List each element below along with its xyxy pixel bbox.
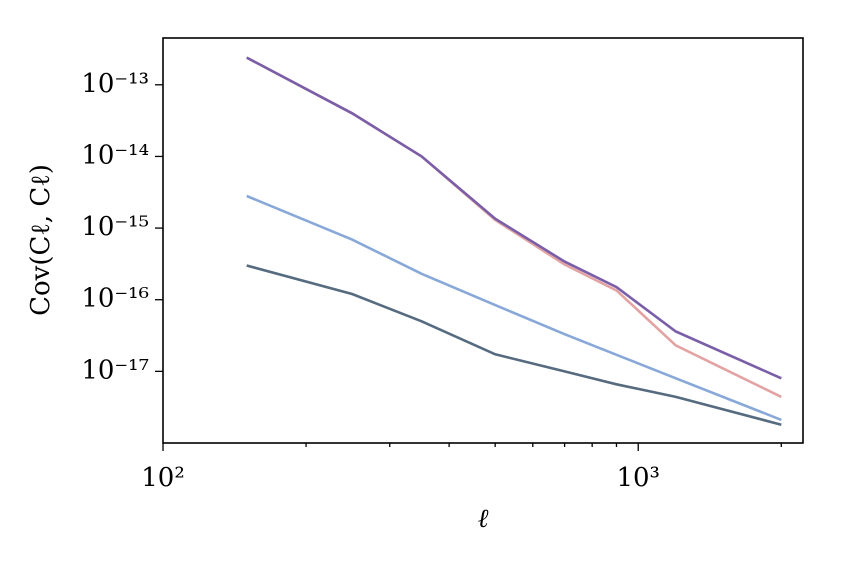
y-axis-label: Cov(Cℓ, Cℓ) (26, 164, 56, 316)
y-tick-label: 10⁻¹⁵ (81, 212, 149, 242)
y-tick-label: 10⁻¹⁴ (81, 140, 149, 170)
plot-frame (162, 37, 804, 444)
series-line (246, 56, 782, 380)
series-line (246, 264, 782, 426)
y-tick-label: 10⁻¹³ (81, 69, 149, 99)
series-line (246, 194, 782, 422)
series-line (246, 56, 782, 399)
x-tick-label: 10³ (616, 463, 660, 493)
x-axis-label: ℓ (478, 504, 489, 534)
x-tick-label: 10² (141, 463, 185, 493)
y-tick-label: 10⁻¹⁷ (81, 355, 149, 385)
y-tick-label: 10⁻¹⁶ (81, 284, 149, 314)
